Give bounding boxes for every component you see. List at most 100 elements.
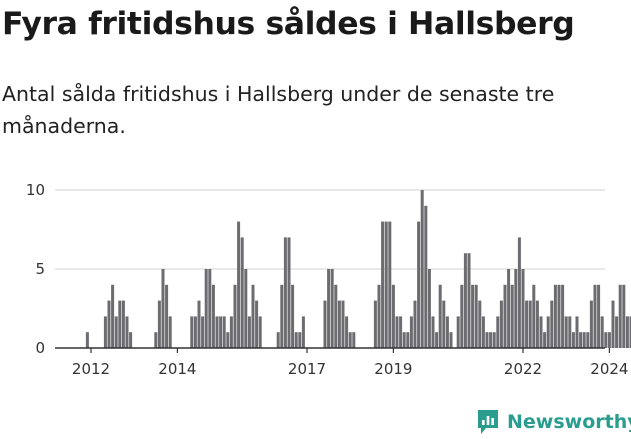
bar	[517, 237, 521, 348]
bar	[413, 300, 417, 348]
x-tick-label: 2024	[590, 360, 628, 378]
bar	[629, 316, 631, 348]
bar	[622, 284, 626, 348]
bar	[341, 300, 345, 348]
bar	[427, 269, 431, 348]
bar	[291, 284, 295, 348]
bar	[121, 300, 125, 348]
bar	[417, 221, 421, 348]
bar	[582, 332, 586, 348]
bar	[579, 332, 583, 348]
bar	[431, 316, 435, 348]
bar	[157, 300, 161, 348]
x-tick-label: 2019	[374, 360, 412, 378]
bar	[330, 269, 334, 348]
bar	[345, 316, 349, 348]
bar	[219, 316, 223, 348]
bar	[168, 316, 172, 348]
bar	[197, 300, 201, 348]
bar	[539, 316, 543, 348]
bar	[420, 190, 424, 348]
bar	[348, 332, 352, 348]
bar	[528, 300, 532, 348]
bar	[543, 332, 547, 348]
bar	[247, 316, 251, 348]
bar	[201, 316, 205, 348]
bar	[625, 316, 629, 348]
bar	[424, 205, 428, 348]
bar	[118, 300, 122, 348]
bar	[406, 332, 410, 348]
bar	[460, 284, 464, 348]
bar	[233, 284, 237, 348]
bar	[499, 300, 503, 348]
bar	[456, 316, 460, 348]
bar	[593, 284, 597, 348]
bar	[222, 316, 226, 348]
bar	[229, 316, 233, 348]
x-tick-label: 2017	[288, 360, 326, 378]
bar	[535, 300, 539, 348]
bar	[510, 284, 514, 348]
bar	[507, 269, 511, 348]
bar	[409, 316, 413, 348]
bar	[280, 284, 284, 348]
bar	[352, 332, 356, 348]
bar	[532, 284, 536, 348]
bar	[557, 284, 561, 348]
bar	[114, 316, 118, 348]
bar	[485, 332, 489, 348]
bar	[204, 269, 208, 348]
y-tick-label: 0	[35, 339, 45, 357]
chart-subtitle: Antal sålda fritidshus i Hallsberg under…	[2, 82, 555, 138]
bar	[337, 300, 341, 348]
bar	[377, 284, 381, 348]
brand-name: Newsworthy	[507, 411, 631, 433]
bar	[244, 269, 248, 348]
bar	[438, 284, 442, 348]
newsworthy-chart-icon	[478, 410, 498, 434]
bar	[384, 221, 388, 348]
bar	[481, 316, 485, 348]
bar	[525, 300, 529, 348]
bar	[561, 284, 565, 348]
bar	[125, 316, 129, 348]
bar	[255, 300, 259, 348]
bar	[467, 253, 471, 348]
bar	[85, 332, 89, 348]
bar	[215, 316, 219, 348]
bar	[600, 316, 604, 348]
bar	[211, 284, 215, 348]
bar	[564, 316, 568, 348]
bar	[442, 300, 446, 348]
bar	[546, 316, 550, 348]
bar	[568, 316, 572, 348]
bar	[388, 221, 392, 348]
bar	[276, 332, 280, 348]
bar	[129, 332, 133, 348]
bar	[287, 237, 291, 348]
bar	[107, 300, 111, 348]
bar	[111, 284, 115, 348]
bar	[165, 284, 169, 348]
bar	[571, 332, 575, 348]
bar	[298, 332, 302, 348]
bar	[589, 300, 593, 348]
bar	[103, 316, 107, 348]
chart-title: Fyra fritidshus såldes i Hallsberg	[2, 6, 575, 42]
bar	[435, 332, 439, 348]
bar	[553, 284, 557, 348]
bar	[496, 316, 500, 348]
bar	[492, 332, 496, 348]
bar	[550, 300, 554, 348]
x-tick-label: 2012	[72, 360, 110, 378]
bar	[237, 221, 241, 348]
bar	[251, 284, 255, 348]
bar	[586, 332, 590, 348]
bar	[478, 300, 482, 348]
bar	[294, 332, 298, 348]
bar	[474, 284, 478, 348]
bar	[521, 269, 525, 348]
bar	[327, 269, 331, 348]
bar	[604, 332, 608, 348]
